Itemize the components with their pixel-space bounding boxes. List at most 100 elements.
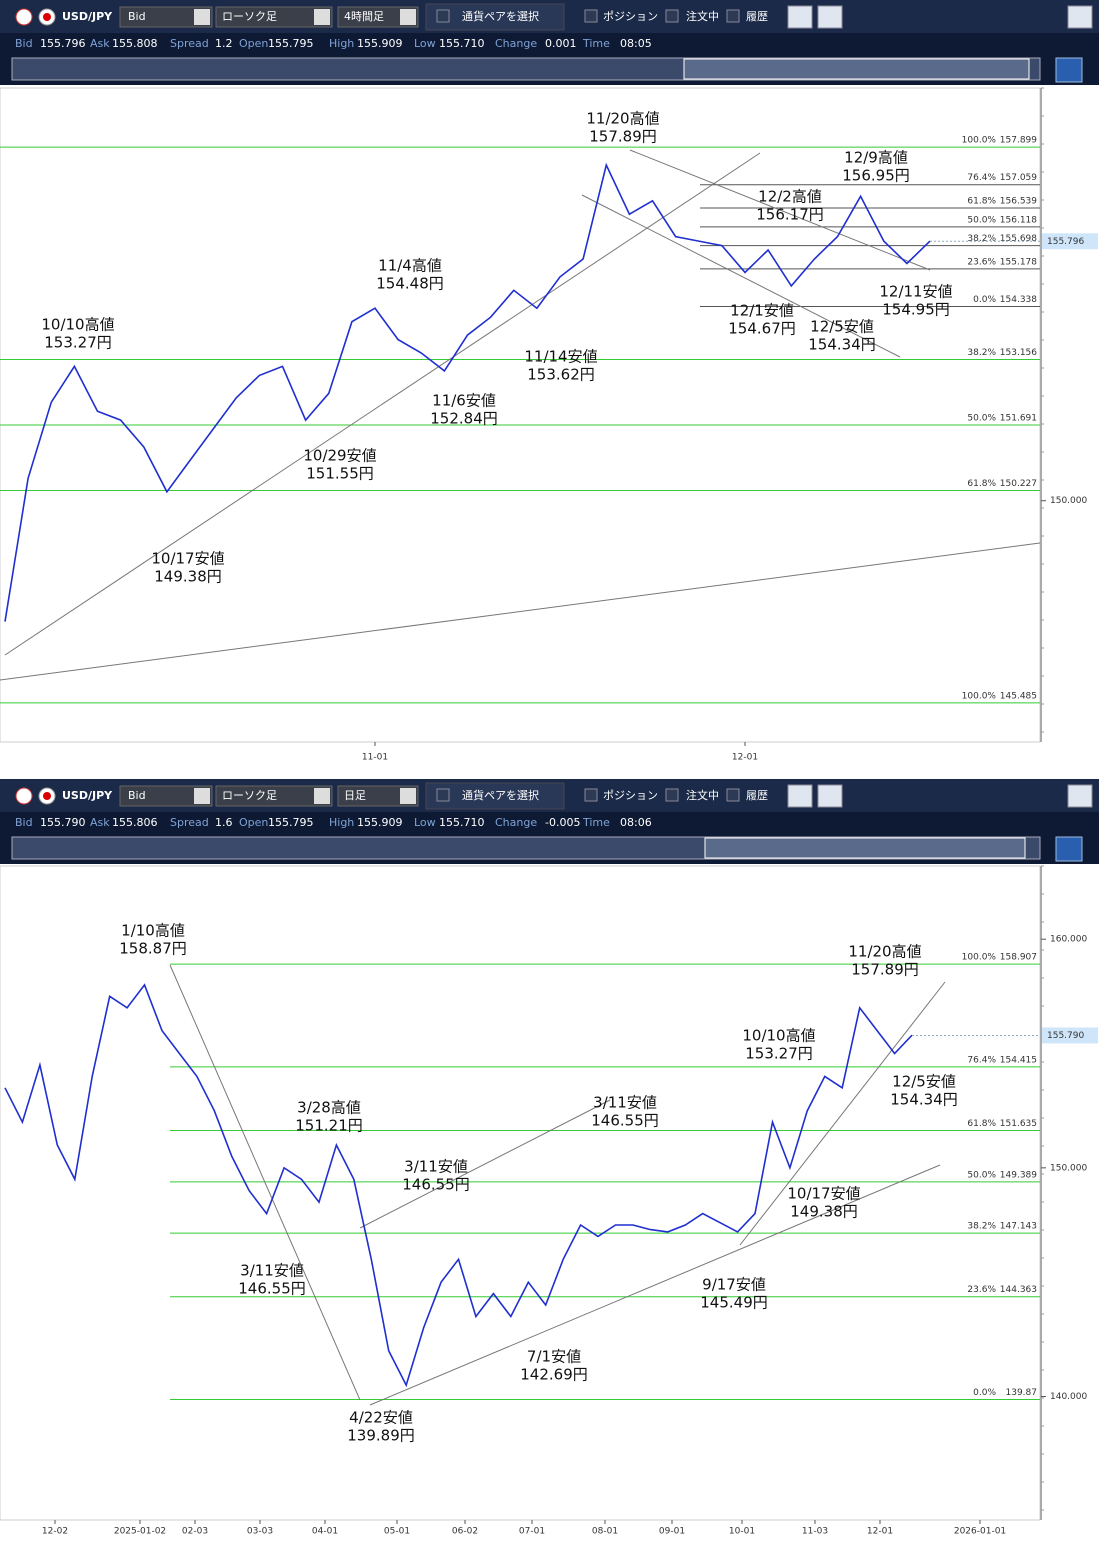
flag-dot — [43, 13, 51, 21]
info-label: High — [329, 816, 354, 829]
y-tick-label: 150.000 — [1050, 1163, 1087, 1173]
tool-button[interactable] — [1067, 784, 1093, 808]
checkbox[interactable] — [436, 9, 450, 23]
annotation: 11/6安値 — [432, 392, 496, 410]
checkbox[interactable] — [665, 788, 679, 802]
fib-value: 154.338 — [1000, 295, 1037, 305]
flag-dot — [43, 792, 51, 800]
tool-button[interactable] — [787, 5, 813, 29]
checkbox[interactable] — [726, 788, 740, 802]
x-tick-label: 04-01 — [312, 1527, 338, 1537]
dropdown-arrow[interactable] — [194, 788, 210, 804]
fib-pct: 76.4% — [967, 1055, 996, 1065]
fib-value: 151.635 — [1000, 1119, 1037, 1129]
annotation: 9/17安値 — [702, 1276, 766, 1294]
toolbar-text[interactable]: ローソク足 — [222, 789, 277, 802]
dropdown-arrow[interactable] — [400, 9, 416, 25]
trend-line — [169, 964, 361, 1401]
toolbar-text[interactable]: 履歴 — [746, 789, 768, 802]
dropdown[interactable] — [215, 6, 333, 28]
trend-line — [359, 1099, 611, 1229]
dropdown[interactable] — [119, 785, 213, 807]
annotation: 156.95円 — [842, 167, 910, 185]
toolbar-text[interactable]: ポジション — [603, 10, 658, 23]
checkbox[interactable] — [436, 788, 450, 802]
info-value: 08:06 — [620, 816, 652, 829]
info-label: Spread — [170, 816, 209, 829]
toolbar-text[interactable]: 注文中 — [686, 9, 719, 23]
info-value: 155.808 — [112, 37, 158, 50]
checkbox[interactable] — [726, 9, 740, 23]
fib-value: 151.691 — [1000, 414, 1037, 424]
fib-value: 153.156 — [1000, 348, 1037, 358]
fib-value: 145.485 — [1000, 691, 1037, 701]
current-price-label: 155.796 — [1047, 237, 1084, 247]
checkbox[interactable] — [584, 9, 598, 23]
checkbox[interactable] — [584, 788, 598, 802]
annotation: 139.89円 — [347, 1427, 415, 1445]
flag-icon — [15, 8, 33, 26]
toolbar-text[interactable]: ローソク足 — [222, 10, 277, 23]
zoom-button[interactable] — [1055, 57, 1083, 83]
dropdown[interactable] — [337, 785, 419, 807]
info-value: -0.005 — [545, 816, 580, 829]
x-tick-label: 12-02 — [42, 1527, 68, 1537]
annotation: 157.89円 — [851, 961, 919, 979]
dropdown-arrow[interactable] — [314, 788, 330, 804]
dropdown[interactable] — [119, 6, 213, 28]
dropdown-arrow[interactable] — [314, 9, 330, 25]
toolbar-text[interactable]: 通貨ペアを選択 — [462, 788, 539, 802]
annotation: 11/14安値 — [524, 348, 597, 366]
x-tick-label: 07-01 — [519, 1527, 545, 1537]
navigator-window[interactable] — [683, 58, 1030, 80]
annotation: 146.55円 — [591, 1112, 659, 1130]
fib-pct: 38.2% — [967, 348, 996, 358]
annotation: 154.48円 — [376, 275, 444, 293]
annotation: 12/1安値 — [730, 302, 794, 320]
annotation: 12/2高値 — [758, 188, 822, 206]
dropdown[interactable] — [337, 6, 419, 28]
tool-button[interactable] — [787, 784, 813, 808]
y-tick-label: 150.000 — [1050, 496, 1087, 506]
tool-button[interactable] — [817, 5, 843, 29]
toolbar-text[interactable]: 通貨ペアを選択 — [462, 9, 539, 23]
toolbar-text[interactable]: Bid — [128, 789, 146, 802]
dropdown[interactable] — [215, 785, 333, 807]
info-value: 155.710 — [439, 816, 485, 829]
tool-button[interactable] — [1067, 5, 1093, 29]
info-label: Open — [239, 37, 268, 50]
fib-pct: 61.8% — [967, 1119, 996, 1129]
toolbar-text[interactable]: 注文中 — [686, 788, 719, 802]
y-tick-label: 160.000 — [1050, 935, 1087, 945]
toolbar-text[interactable]: ポジション — [603, 789, 658, 802]
toolbar-text[interactable]: 日足 — [344, 789, 366, 802]
info-label: Change — [495, 37, 537, 50]
fib-value: 155.178 — [1000, 257, 1037, 267]
annotation: 3/11安値 — [404, 1158, 468, 1176]
annotation: 142.69円 — [520, 1366, 588, 1384]
info-value: 155.710 — [439, 37, 485, 50]
info-label: Time — [582, 37, 610, 50]
navigator-window[interactable] — [704, 837, 1026, 859]
zoom-button[interactable] — [1055, 836, 1083, 862]
x-tick-label: 11-03 — [802, 1527, 828, 1537]
toolbar-text[interactable]: 履歴 — [746, 10, 768, 23]
pair-select-button[interactable] — [425, 782, 565, 810]
annotation: 3/11安値 — [240, 1262, 304, 1280]
tool-button[interactable] — [817, 784, 843, 808]
annotation: 3/28高値 — [297, 1099, 361, 1117]
fib-value: 147.143 — [1000, 1222, 1037, 1232]
checkbox[interactable] — [665, 9, 679, 23]
dropdown-arrow[interactable] — [194, 9, 210, 25]
fib-pct: 50.0% — [967, 1170, 996, 1180]
toolbar-text[interactable]: Bid — [128, 10, 146, 23]
toolbar-text[interactable]: 4時間足 — [344, 10, 384, 23]
info-value: 155.806 — [112, 816, 158, 829]
dropdown-arrow[interactable] — [400, 788, 416, 804]
annotation: 4/22安値 — [349, 1409, 413, 1427]
annotation: 145.49円 — [700, 1294, 768, 1312]
annotation: 12/5安値 — [892, 1073, 956, 1091]
x-tick-label: 03-03 — [247, 1527, 273, 1537]
fib-pct: 100.0% — [962, 136, 997, 146]
